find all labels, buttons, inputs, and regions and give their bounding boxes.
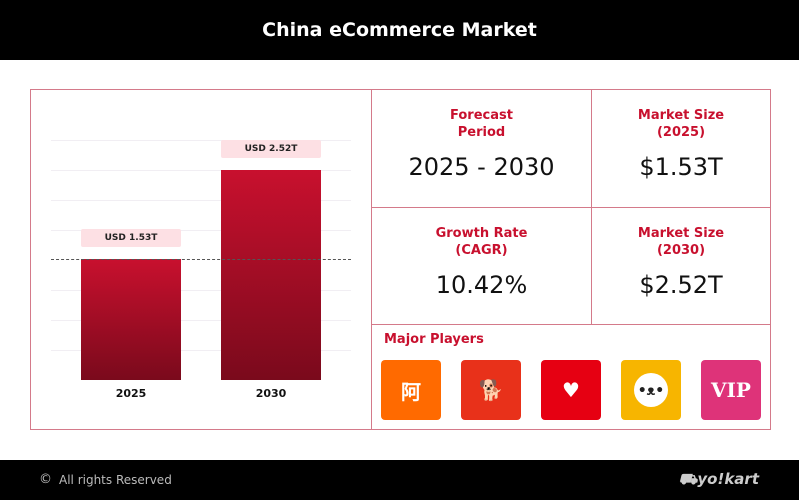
reference-line <box>51 258 351 260</box>
gridline <box>51 140 351 141</box>
alibaba-icon: 阿 <box>381 360 441 420</box>
stat-market-size-2025: Market Size (2025) $1.53T <box>592 90 770 208</box>
stat-title: Market Size (2025) <box>637 108 725 140</box>
meituan-icon: •ᴥ• <box>621 360 681 420</box>
pinduoduo-icon: ♥ <box>541 360 601 420</box>
market-panel: USD 1.53T USD 2.52T 2025 2030 Forecast P… <box>30 89 771 430</box>
vipshop-icon: VIP <box>701 360 761 420</box>
stat-value: $2.52T <box>639 271 723 299</box>
data-label-2030: USD 2.52T <box>221 140 321 158</box>
stat-title: Growth Rate (CAGR) <box>435 226 528 258</box>
major-players: Major Players 阿 🐕 ♥ •ᴥ• VIP <box>372 325 770 429</box>
header: China eCommerce Market <box>0 0 799 60</box>
page-title: China eCommerce Market <box>262 19 537 41</box>
stat-title: Forecast Period <box>450 108 513 140</box>
footer: © All rights Reserved ⛟yo!kart <box>0 460 799 500</box>
x-tick-2025: 2025 <box>115 387 147 400</box>
gridline <box>51 200 351 201</box>
gridline <box>51 290 351 291</box>
jd-icon: 🐕 <box>461 360 521 420</box>
gridline <box>51 230 351 231</box>
stat-forecast-period: Forecast Period 2025 - 2030 <box>372 90 592 208</box>
gridline <box>51 170 351 171</box>
players-title: Major Players <box>384 332 484 347</box>
bar-chart: USD 1.53T USD 2.52T 2025 2030 <box>31 90 372 429</box>
stat-market-size-2030: Market Size (2030) $2.52T <box>592 208 770 325</box>
copyright-icon: © <box>39 472 52 487</box>
bar-2025 <box>81 258 181 380</box>
data-label-2025: USD 1.53T <box>81 228 181 247</box>
bar-2030 <box>221 170 321 380</box>
stat-title: Market Size (2030) <box>637 226 725 258</box>
gridline <box>51 350 351 351</box>
stat-value: 10.42% <box>435 271 528 299</box>
yokart-logo: ⛟yo!kart <box>678 470 759 488</box>
stat-value: 2025 - 2030 <box>408 153 555 181</box>
brand-text: yo!kart <box>697 470 759 488</box>
gridline <box>51 320 351 321</box>
stat-growth-rate: Growth Rate (CAGR) 10.42% <box>372 208 592 325</box>
copyright-text: All rights Reserved <box>59 473 172 487</box>
x-tick-2030: 2030 <box>255 387 287 400</box>
stat-value: $1.53T <box>639 153 723 181</box>
